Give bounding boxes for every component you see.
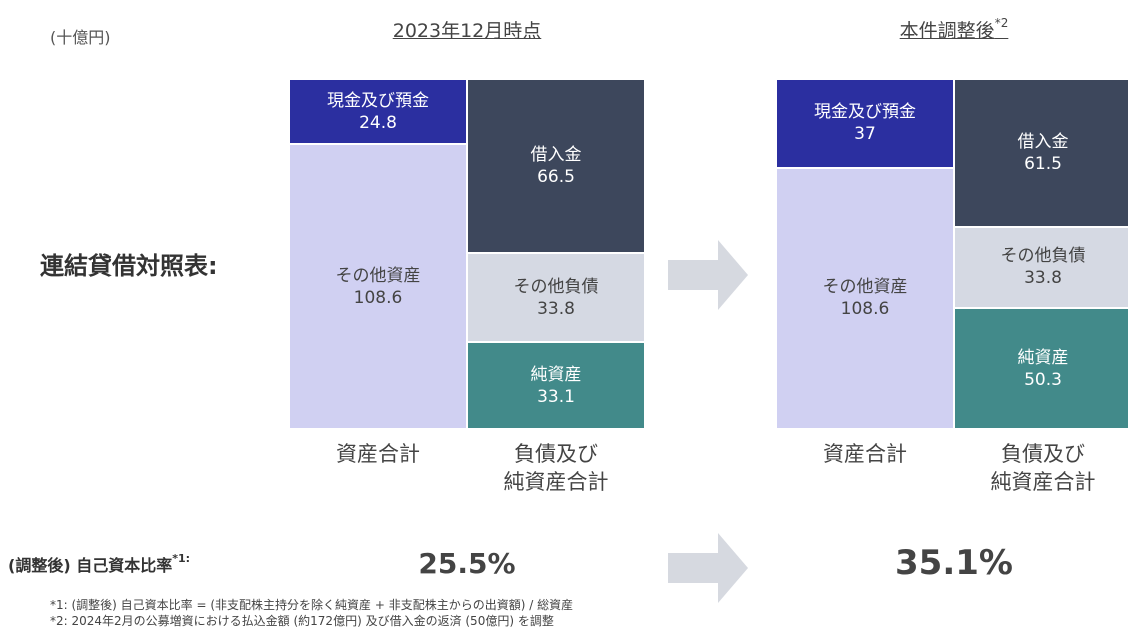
title-text: 2023年12月時点 — [392, 20, 542, 42]
segment-name: 現金及び預金 — [814, 102, 916, 123]
segment-name: 借入金 — [530, 145, 582, 166]
segment-value: 37 — [854, 124, 876, 145]
bar-segment: 借入金 61.5 — [955, 80, 1128, 228]
segment-name: 純資産 — [1017, 347, 1069, 368]
bar-segment: 純資産 50.3 — [955, 309, 1128, 430]
category-label: 資産合計 — [336, 442, 420, 466]
bar-segment: その他資産 108.6 — [290, 145, 466, 430]
arrow — [668, 533, 748, 603]
segment-value: 108.6 — [840, 299, 890, 320]
arrow — [668, 240, 748, 310]
segment-value: 108.6 — [353, 287, 403, 308]
category-label: 負債及び 純資産合計 — [990, 442, 1096, 494]
title-note: *2 — [994, 16, 1009, 30]
footnote: *2: 2024年2月の公募増資における払込金額 (約172億円) 及び借入金の… — [50, 614, 554, 628]
ratio-note: *1: — [172, 552, 191, 565]
row-label: 連結貸借対照表: — [40, 252, 218, 280]
bar-segment: その他資産 108.6 — [777, 168, 953, 430]
ratio-value: 25.5% — [418, 547, 516, 580]
segment-name: その他資産 — [822, 277, 908, 298]
segment-value: 61.5 — [1024, 153, 1062, 174]
segment-value: 33.8 — [1024, 268, 1062, 289]
panel-title: 本件調整後*2 — [777, 16, 1128, 43]
ratio-label-text: (調整後) 自己資本比率 — [8, 556, 173, 575]
bar-segment: 借入金 66.5 — [468, 80, 644, 255]
segment-value: 24.8 — [359, 112, 397, 133]
segment-name: 現金及び預金 — [327, 90, 429, 111]
bar-segment: その他負債 33.8 — [955, 227, 1128, 310]
segment-value: 33.1 — [537, 386, 575, 407]
segment-value: 33.8 — [537, 298, 575, 319]
segment-name: その他負債 — [513, 276, 599, 297]
bar-segment: 純資産 33.1 — [468, 343, 644, 430]
segment-value: 66.5 — [537, 167, 575, 188]
segment-name: 純資産 — [530, 364, 582, 385]
footnote: *1: (調整後) 自己資本比率 = (非支配株主持分を除く純資産 + 非支配株… — [50, 598, 574, 612]
segment-name: その他負債 — [1000, 246, 1086, 267]
unit: (十億円) — [50, 28, 111, 47]
segment-name: 借入金 — [1017, 131, 1069, 152]
panel-title: 2023年12月時点 — [290, 16, 644, 43]
segment-value: 50.3 — [1024, 369, 1062, 390]
ratio-value: 35.1% — [895, 543, 1013, 583]
bar-segment: 現金及び預金 37 — [777, 80, 953, 169]
ratio-label: (調整後) 自己資本比率*1: — [8, 552, 190, 576]
segment-name: その他資産 — [335, 265, 421, 286]
category-label: 資産合計 — [823, 442, 907, 466]
bar-segment: その他負債 33.8 — [468, 254, 644, 344]
bar-segment: 現金及び預金 24.8 — [290, 80, 466, 146]
title-text: 本件調整後 — [899, 20, 995, 42]
category-label: 負債及び 純資産合計 — [503, 442, 609, 494]
